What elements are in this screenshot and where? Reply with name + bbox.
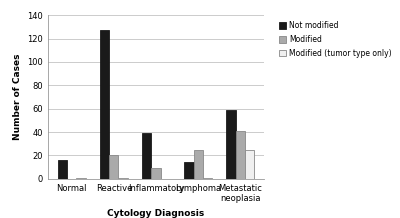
Bar	[100, 31, 109, 179]
Legend: Not modified, Modified, Modified (tumor type only): Not modified, Modified, Modified (tumor …	[276, 19, 394, 60]
Bar	[236, 131, 245, 179]
Bar	[109, 155, 118, 179]
Bar	[226, 110, 236, 179]
Bar	[184, 162, 194, 179]
Bar	[245, 150, 254, 179]
Y-axis label: Number of Cases: Number of Cases	[13, 54, 22, 140]
Bar	[194, 150, 203, 179]
Bar	[151, 168, 161, 179]
Bar	[58, 160, 67, 179]
Bar	[76, 178, 86, 179]
Bar	[142, 133, 151, 179]
Bar	[203, 178, 212, 179]
X-axis label: Cytology Diagnosis: Cytology Diagnosis	[107, 209, 205, 218]
Bar	[118, 178, 128, 179]
